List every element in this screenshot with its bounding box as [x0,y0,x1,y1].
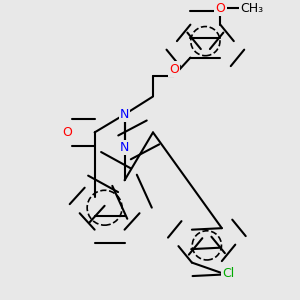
Text: CH₃: CH₃ [240,2,263,15]
Text: N: N [120,108,129,121]
Text: Cl: Cl [222,267,234,280]
Text: O: O [215,2,225,15]
Text: N: N [120,141,129,154]
Text: O: O [169,62,179,76]
Text: O: O [62,126,72,139]
